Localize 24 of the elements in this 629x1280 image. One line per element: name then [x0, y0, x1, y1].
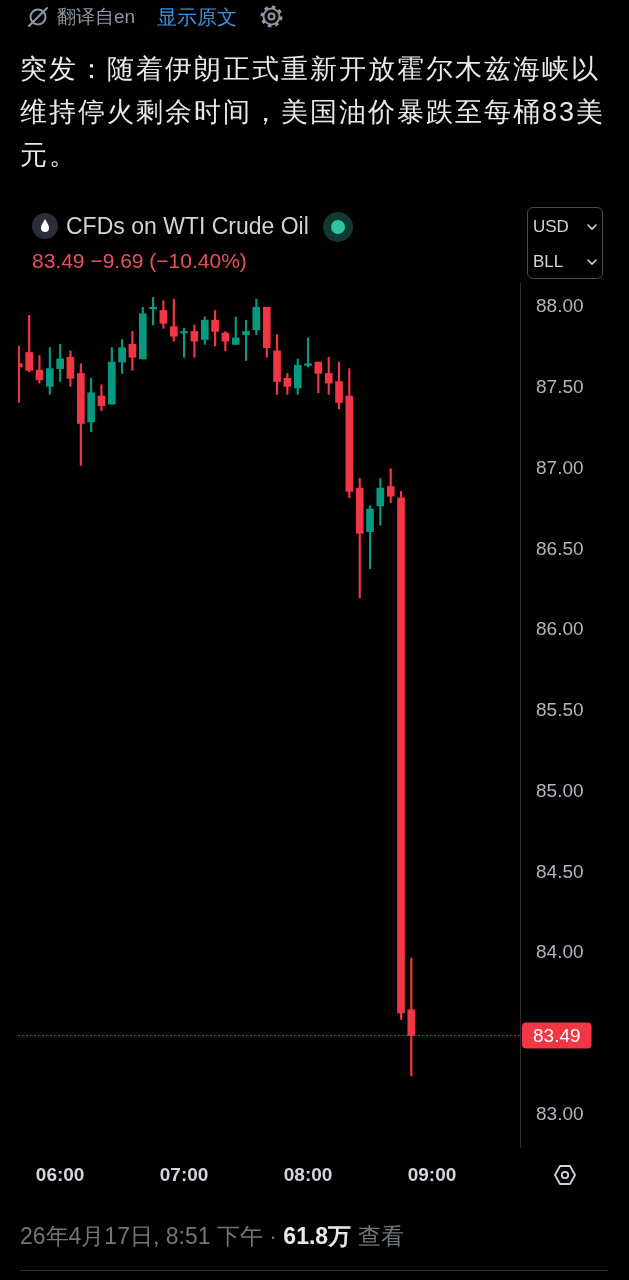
x-tick-label: 07:00: [159, 1163, 209, 1185]
y-tick-label: 88.00: [536, 295, 584, 317]
y-tick-label: 85.50: [536, 699, 584, 721]
y-tick-label: 84.00: [536, 941, 584, 963]
chart-title: 突发：随着伊朗正式重新开放霍尔木兹海峡以维持停火剩余时间，美国油价暴跌至每桶83美元。: [20, 53, 607, 172]
text: 显示原文: [157, 5, 237, 30]
y-tick-label: 87.00: [536, 456, 584, 478]
text: 61.8万: [283, 1223, 352, 1249]
ref-line-label: 83.49: [533, 1024, 581, 1046]
y-tick-label: 86.00: [536, 618, 584, 640]
y-tick-label: 86.50: [536, 537, 584, 559]
x-tick-label: 09:00: [407, 1163, 457, 1185]
x-tick-label: 06:00: [35, 1163, 85, 1185]
chart-subtitle: CFDs on WTI Crude Oil: [66, 212, 309, 240]
text: 查看: [357, 1223, 404, 1249]
x-tick-label: 08:00: [283, 1163, 333, 1185]
dropdown-panel: USD BLL: [527, 207, 603, 279]
text: 83.49 −9.69 (−10.40%): [32, 248, 247, 274]
y-tick-label: 83.00: [536, 1102, 584, 1124]
text: 26年4月17日, 8:51 下午 ·: [20, 1223, 277, 1249]
y-tick-label: 84.50: [536, 860, 584, 882]
y-tick-label: 85.00: [536, 779, 584, 801]
text: 翻译自en: [57, 5, 136, 29]
y-tick-label: 87.50: [536, 376, 584, 398]
